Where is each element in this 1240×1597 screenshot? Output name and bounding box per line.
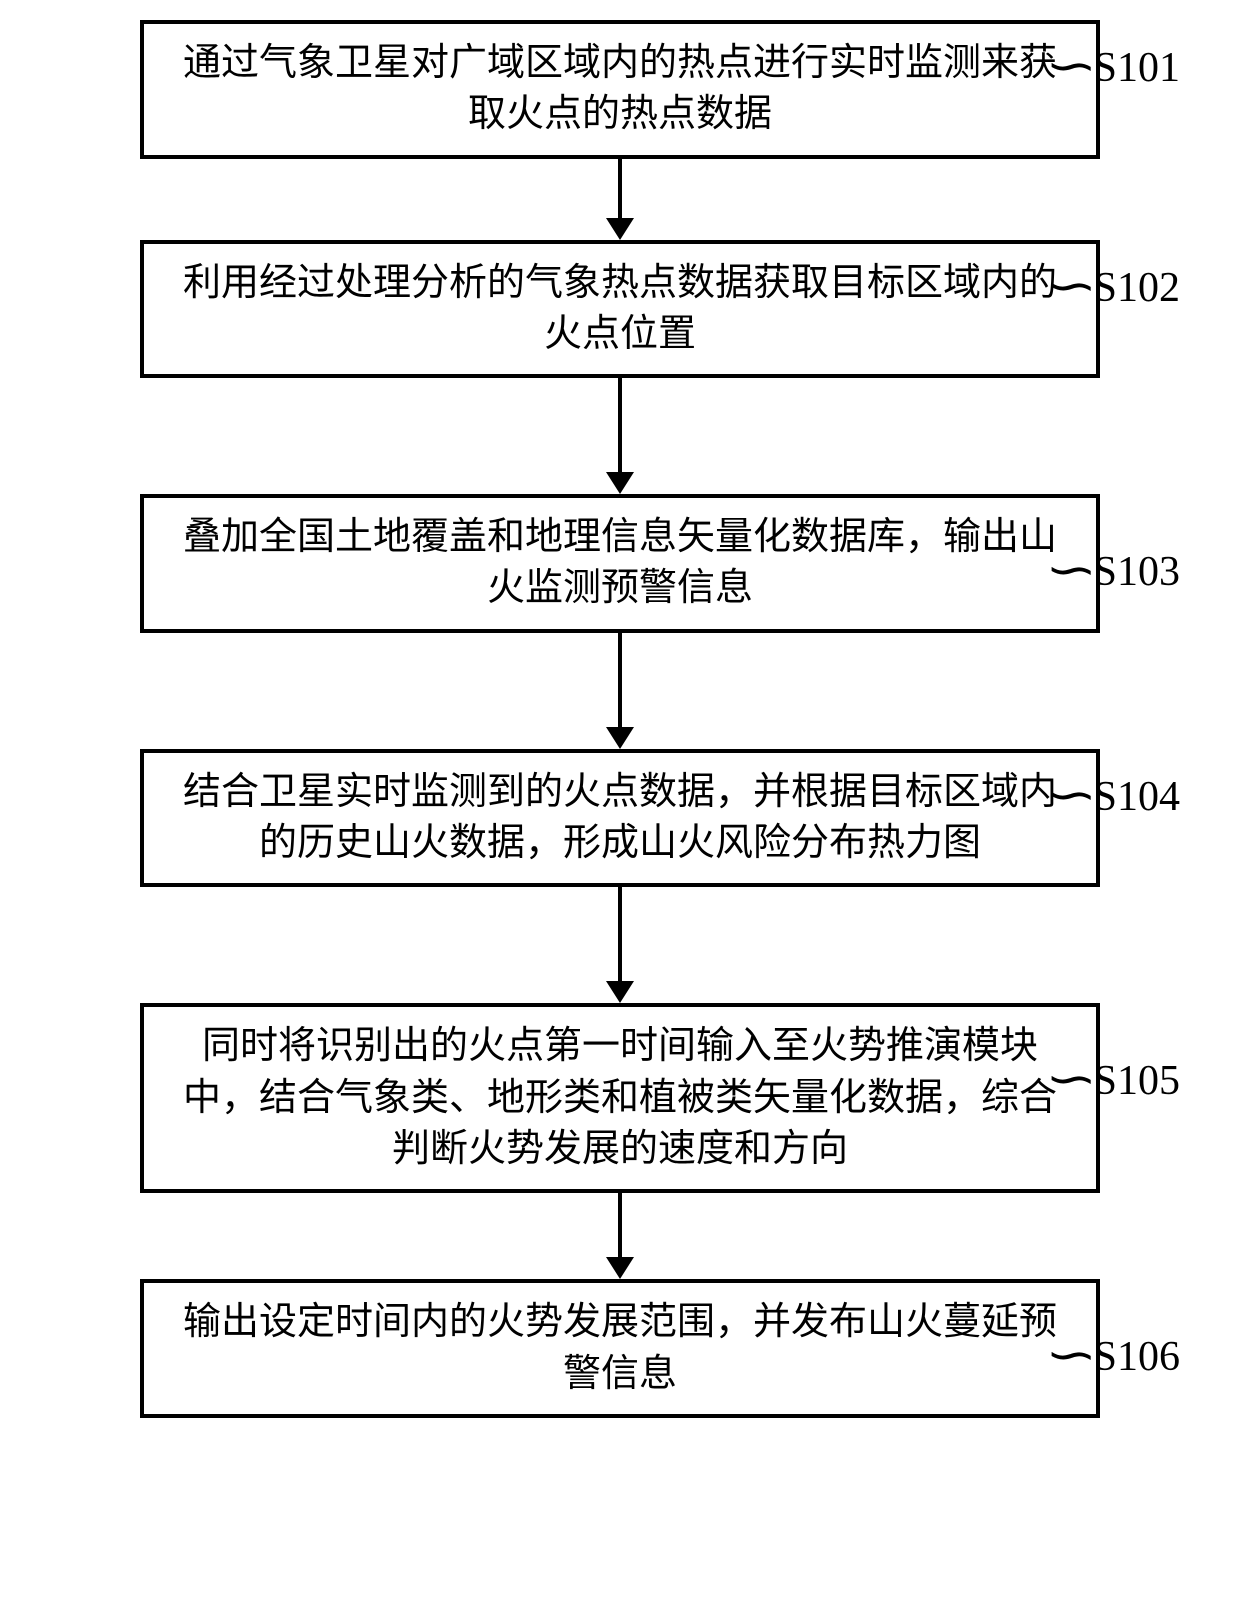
step-box-s104: 结合卫星实时监测到的火点数据，并根据目标区域内的历史山火数据，形成山火风险分布热… (140, 749, 1100, 888)
arrow-head-icon (606, 472, 634, 494)
arrow-line (618, 1193, 622, 1258)
arrow-head-icon (606, 727, 634, 749)
arrow-s103-s104 (606, 633, 634, 749)
step-label-text: S106 (1094, 1333, 1180, 1381)
step-label-text: S102 (1094, 264, 1180, 312)
step-label-text: S105 (1094, 1057, 1180, 1105)
step-box-s105: 同时将识别出的火点第一时间输入至火势推演模块中，结合气象类、地形类和植被类矢量化… (140, 1003, 1100, 1193)
arrow-line (618, 887, 622, 982)
step-row-s102: 利用经过处理分析的气象热点数据获取目标区域内的火点位置 ∽S102 (0, 240, 1240, 379)
arrow-s102-s103 (606, 378, 634, 494)
arrow-s105-s106 (606, 1193, 634, 1279)
step-label-text: S103 (1094, 548, 1180, 596)
tilde-icon: ∽ (1045, 767, 1097, 823)
tilde-icon: ∽ (1045, 258, 1097, 314)
step-label-text: S104 (1094, 773, 1180, 821)
step-label-s104: ∽S104 (1051, 769, 1180, 825)
arrow-s101-s102 (606, 159, 634, 240)
step-box-s102: 利用经过处理分析的气象热点数据获取目标区域内的火点位置 (140, 240, 1100, 379)
step-label-s102: ∽S102 (1051, 260, 1180, 316)
step-label-s103: ∽S103 (1051, 544, 1180, 600)
step-label-s106: ∽S106 (1051, 1329, 1180, 1385)
arrow-line (618, 159, 622, 219)
tilde-icon: ∽ (1045, 1327, 1097, 1383)
tilde-icon: ∽ (1045, 542, 1097, 598)
step-row-s104: 结合卫星实时监测到的火点数据，并根据目标区域内的历史山火数据，形成山火风险分布热… (0, 749, 1240, 888)
tilde-icon: ∽ (1045, 38, 1097, 94)
arrow-s104-s105 (606, 887, 634, 1003)
step-box-s106: 输出设定时间内的火势发展范围，并发布山火蔓延预警信息 (140, 1279, 1100, 1418)
step-row-s106: 输出设定时间内的火势发展范围，并发布山火蔓延预警信息 ∽S106 (0, 1279, 1240, 1418)
step-row-s105: 同时将识别出的火点第一时间输入至火势推演模块中，结合气象类、地形类和植被类矢量化… (0, 1003, 1240, 1193)
arrow-head-icon (606, 1257, 634, 1279)
arrow-line (618, 378, 622, 473)
step-label-text: S101 (1094, 44, 1180, 92)
step-row-s101: 通过气象卫星对广域区域内的热点进行实时监测来获取火点的热点数据 ∽S101 (0, 20, 1240, 159)
step-row-s103: 叠加全国土地覆盖和地理信息矢量化数据库，输出山火监测预警信息 ∽S103 (0, 494, 1240, 633)
step-box-s101: 通过气象卫星对广域区域内的热点进行实时监测来获取火点的热点数据 (140, 20, 1100, 159)
step-label-s101: ∽S101 (1051, 40, 1180, 96)
flowchart-container: 通过气象卫星对广域区域内的热点进行实时监测来获取火点的热点数据 ∽S101 利用… (0, 20, 1240, 1418)
step-box-s103: 叠加全国土地覆盖和地理信息矢量化数据库，输出山火监测预警信息 (140, 494, 1100, 633)
tilde-icon: ∽ (1045, 1051, 1097, 1107)
arrow-line (618, 633, 622, 728)
arrow-head-icon (606, 981, 634, 1003)
step-label-s105: ∽S105 (1051, 1053, 1180, 1109)
arrow-head-icon (606, 218, 634, 240)
